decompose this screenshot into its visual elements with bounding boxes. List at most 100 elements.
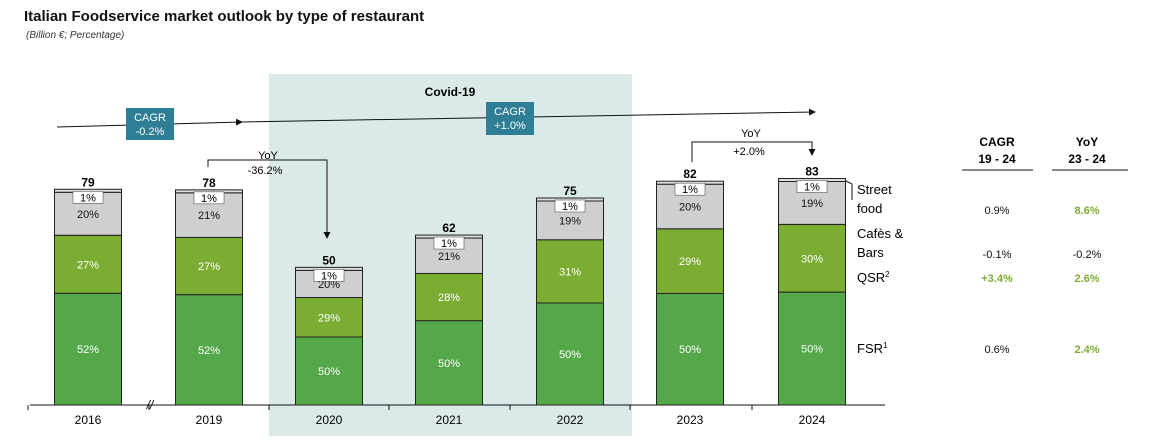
legend: Street food Cafès & Bars QSR2 FSR1 bbox=[845, 180, 904, 356]
legend-qsr-sup: 2 bbox=[885, 270, 890, 279]
legend-fsr: FSR1 bbox=[857, 341, 888, 356]
legend-cafes-line1: Cafès & bbox=[857, 226, 904, 241]
chart-subtitle: (Billion €; Percentage) bbox=[26, 30, 125, 41]
bar-segment-qsr-2020 bbox=[295, 297, 363, 338]
table-cagr-street: 0.9% bbox=[984, 205, 1009, 217]
street-label-box-2022 bbox=[554, 199, 586, 213]
covid-label: Covid-19 bbox=[425, 85, 476, 99]
x-tick-label-2016: 2016 bbox=[75, 413, 102, 427]
bar-label-qsr-2020: 29% bbox=[318, 312, 340, 324]
bar-segment-fsr-2023 bbox=[656, 292, 724, 406]
street-label-box-2019 bbox=[193, 191, 225, 205]
bar-label-fsr-2019: 52% bbox=[198, 345, 220, 357]
bar-label-cafes-2020: 20% bbox=[318, 279, 340, 291]
bar-label-street-2019: 1% bbox=[201, 193, 217, 205]
bar-label-cafes-2016: 20% bbox=[77, 209, 99, 221]
legend-fsr-sup: 1 bbox=[883, 341, 888, 350]
bar-segment-fsr-2021 bbox=[415, 320, 483, 406]
bar-segment-qsr-2023 bbox=[656, 228, 724, 294]
bar-label-qsr-2016: 27% bbox=[77, 259, 99, 271]
bar-total-2022: 75 bbox=[563, 184, 577, 198]
bar-label-cafes-2019: 21% bbox=[198, 210, 220, 222]
cagr-box-right: CAGR +1.0% bbox=[486, 102, 534, 135]
x-tick-label-2022: 2022 bbox=[557, 413, 584, 427]
bar-total-2024: 83 bbox=[805, 164, 819, 178]
bar-segment-qsr-2024 bbox=[778, 223, 846, 293]
bar-segment-fsr-2019 bbox=[175, 294, 243, 406]
x-tick-label-2023: 2023 bbox=[677, 413, 704, 427]
street-label-box-2020 bbox=[313, 269, 345, 282]
bar-label-qsr-2021: 28% bbox=[438, 292, 460, 304]
bar-segment-qsr-2022 bbox=[536, 239, 604, 304]
summary-table: CAGR 19 - 24 YoY 23 - 24 0.9% 8.6% -0.1% -0… bbox=[962, 135, 1128, 356]
cagr-box-right-line2: +1.0% bbox=[494, 120, 526, 132]
bar-label-fsr-2020: 50% bbox=[318, 366, 340, 378]
legend-fsr-label: FSR bbox=[857, 341, 883, 356]
yoy-right-line1: YoY bbox=[741, 128, 761, 140]
bar-total-2021: 62 bbox=[442, 221, 456, 235]
bar-label-cafes-2022: 19% bbox=[559, 215, 581, 227]
legend-street-line2: food bbox=[857, 201, 882, 216]
table-yoy-street: 8.6% bbox=[1074, 205, 1099, 217]
bar-label-fsr-2024: 50% bbox=[801, 344, 823, 356]
legend-street-connector bbox=[845, 180, 853, 200]
legend-street-line1: Street bbox=[857, 182, 892, 197]
table-cagr-fsr: 0.6% bbox=[984, 344, 1009, 356]
yoy-right-line2: +2.0% bbox=[733, 146, 765, 158]
bar-total-2020: 50 bbox=[322, 253, 336, 267]
street-label-box-2023 bbox=[674, 182, 706, 196]
bar-total-2019: 78 bbox=[202, 176, 216, 190]
axis-break-mark: // bbox=[146, 398, 155, 412]
bar-total-2016: 79 bbox=[81, 175, 95, 189]
legend-cafes-line2: Bars bbox=[857, 245, 884, 260]
bar-label-fsr-2022: 50% bbox=[559, 349, 581, 361]
table-yoy-cafes: -0.2% bbox=[1073, 249, 1102, 261]
bar-label-cafes-2024: 19% bbox=[801, 198, 823, 210]
bar-segment-fsr-2022 bbox=[536, 302, 604, 406]
cagr-box-left: CAGR -0.2% bbox=[126, 108, 174, 140]
bar-segment-qsr-2016 bbox=[54, 234, 122, 294]
yoy-left-line2: -36.2% bbox=[248, 165, 283, 177]
bar-label-street-2016: 1% bbox=[80, 192, 96, 204]
x-tick-label-2020: 2020 bbox=[316, 413, 343, 427]
bar-label-street-2022: 1% bbox=[562, 201, 578, 213]
bar-segment-fsr-2020 bbox=[295, 336, 363, 406]
bar-label-street-2024: 1% bbox=[804, 181, 820, 193]
chart-title: Italian Foodservice market outlook by ty… bbox=[24, 8, 425, 25]
bar-segment-qsr-2021 bbox=[415, 272, 483, 322]
bar-label-fsr-2023: 50% bbox=[679, 344, 701, 356]
street-label-box-2021 bbox=[433, 236, 465, 250]
legend-qsr: QSR2 bbox=[857, 270, 890, 285]
table-header-cagr-line1: CAGR bbox=[979, 135, 1015, 149]
cagr-box-left-line2: -0.2% bbox=[136, 126, 165, 138]
table-cagr-cafes: -0.1% bbox=[983, 249, 1012, 261]
yoy-left-line1: YoY bbox=[258, 150, 278, 162]
bars-group: 52%27%20%1%79201652%27%21%1%78201950%29%… bbox=[27, 164, 846, 427]
bar-label-cafes-2023: 20% bbox=[679, 201, 701, 213]
x-tick-label-2024: 2024 bbox=[799, 413, 826, 427]
bar-label-fsr-2021: 50% bbox=[438, 358, 460, 370]
bar-label-fsr-2016: 52% bbox=[77, 344, 99, 356]
bar-segment-fsr-2024 bbox=[778, 291, 846, 406]
bar-total-2023: 82 bbox=[683, 167, 697, 181]
table-cagr-qsr: +3.4% bbox=[981, 273, 1013, 285]
bar-label-street-2020: 1% bbox=[321, 270, 337, 282]
legend-qsr-label: QSR bbox=[857, 270, 885, 285]
bar-label-qsr-2019: 27% bbox=[198, 261, 220, 273]
bar-segment-cafes-2022 bbox=[536, 200, 604, 241]
x-tick-label-2019: 2019 bbox=[196, 413, 223, 427]
bar-label-qsr-2024: 30% bbox=[801, 253, 823, 265]
bar-label-cafes-2021: 21% bbox=[438, 251, 460, 263]
bar-label-street-2021: 1% bbox=[441, 238, 457, 250]
street-label-box-2016 bbox=[72, 190, 104, 204]
cagr-box-right-line1: CAGR bbox=[494, 106, 526, 118]
cagr-box-left-line1: CAGR bbox=[134, 112, 166, 124]
street-label-box-2024 bbox=[796, 180, 828, 193]
table-header-cagr-line2: 19 - 24 bbox=[978, 152, 1016, 166]
table-yoy-fsr: 2.4% bbox=[1074, 344, 1099, 356]
yoy-bracket-right: YoY +2.0% bbox=[691, 128, 816, 162]
bar-label-street-2023: 1% bbox=[682, 184, 698, 196]
bar-label-qsr-2022: 31% bbox=[559, 266, 581, 278]
yoy-bracket-left: YoY -36.2% bbox=[207, 150, 331, 239]
